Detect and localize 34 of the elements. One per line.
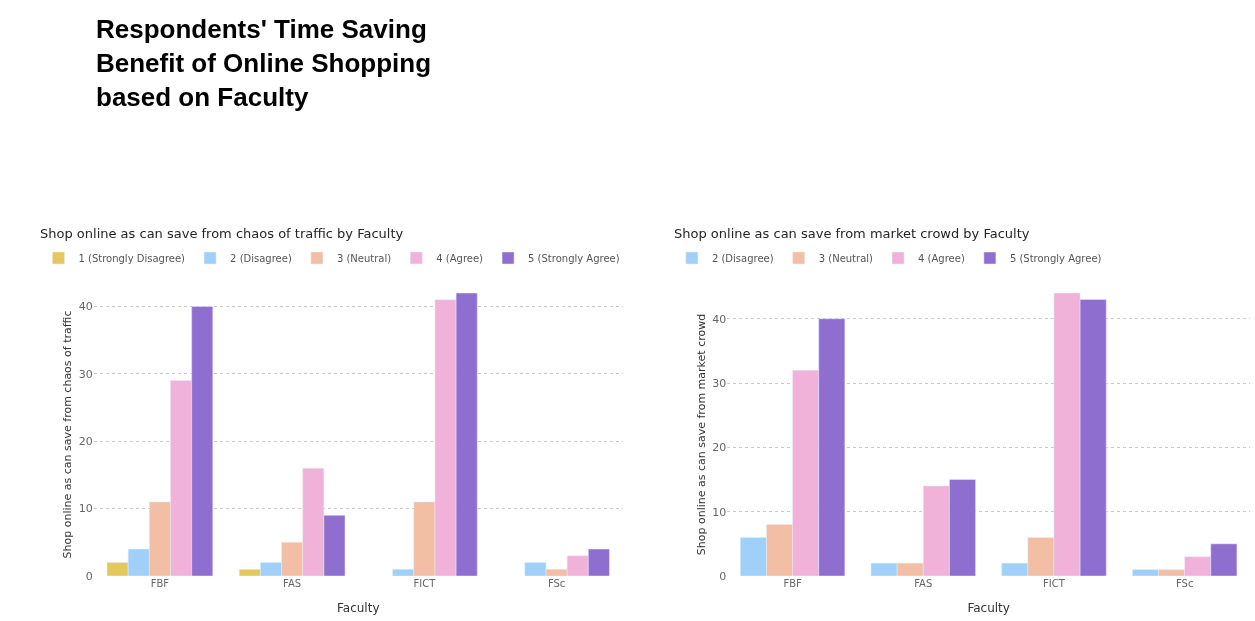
y-axis-title: Shop online as can save from chaos of traffic bbox=[61, 310, 75, 559]
legend-label: 2 (Disagree) bbox=[230, 252, 292, 264]
y-tick-label: 20 bbox=[78, 435, 93, 449]
legend-label: 1 (Strongly Disagree) bbox=[78, 252, 186, 264]
x-tick-label: FSc bbox=[1175, 578, 1194, 589]
y-tick-label: 0 bbox=[85, 569, 93, 583]
y-tick-label: 20 bbox=[712, 441, 727, 455]
legend-label: 4 (Agree) bbox=[918, 252, 965, 264]
chart-subtitle: Shop online as can save from market crowd by Faculty bbox=[674, 226, 1030, 241]
y-tick-label: 40 bbox=[712, 312, 727, 326]
x-tick-label: FBF bbox=[150, 578, 170, 589]
y-tick-label: 30 bbox=[712, 376, 727, 390]
legend-label: 4 (Agree) bbox=[436, 252, 484, 264]
x-axis-title: Faculty bbox=[967, 600, 1010, 615]
chart-subtitle: Shop online as can save from chaos of traffic by Faculty bbox=[40, 226, 404, 241]
x-tick-label: FICT bbox=[1043, 578, 1066, 589]
y-tick-label: 10 bbox=[712, 505, 727, 519]
x-tick-label: FAS bbox=[914, 578, 933, 589]
y-axis-title: Shop online as can save from market crowd bbox=[694, 313, 708, 556]
x-axis-title: Faculty bbox=[337, 600, 380, 615]
y-tick-label: 10 bbox=[78, 502, 93, 516]
x-tick-label: FAS bbox=[283, 578, 302, 589]
y-tick-label: 30 bbox=[78, 367, 93, 381]
legend-label: 3 (Neutral) bbox=[818, 252, 874, 264]
x-tick-label: FICT bbox=[413, 578, 437, 589]
chart-title: Respondents' Time Saving Benefit of Online Shopping based on Faculty bbox=[96, 14, 432, 112]
x-tick-label: FSc bbox=[547, 578, 566, 589]
y-tick-label: 40 bbox=[78, 300, 93, 314]
legend-label: 3 (Neutral) bbox=[336, 252, 392, 264]
y-tick-label: 0 bbox=[719, 569, 727, 583]
legend-label: 5 (Strongly Agree) bbox=[1009, 252, 1102, 264]
legend-label: 5 (Strongly Agree) bbox=[528, 252, 620, 264]
legend-label: 2 (Disagree) bbox=[711, 252, 774, 264]
x-tick-label: FBF bbox=[783, 578, 803, 589]
